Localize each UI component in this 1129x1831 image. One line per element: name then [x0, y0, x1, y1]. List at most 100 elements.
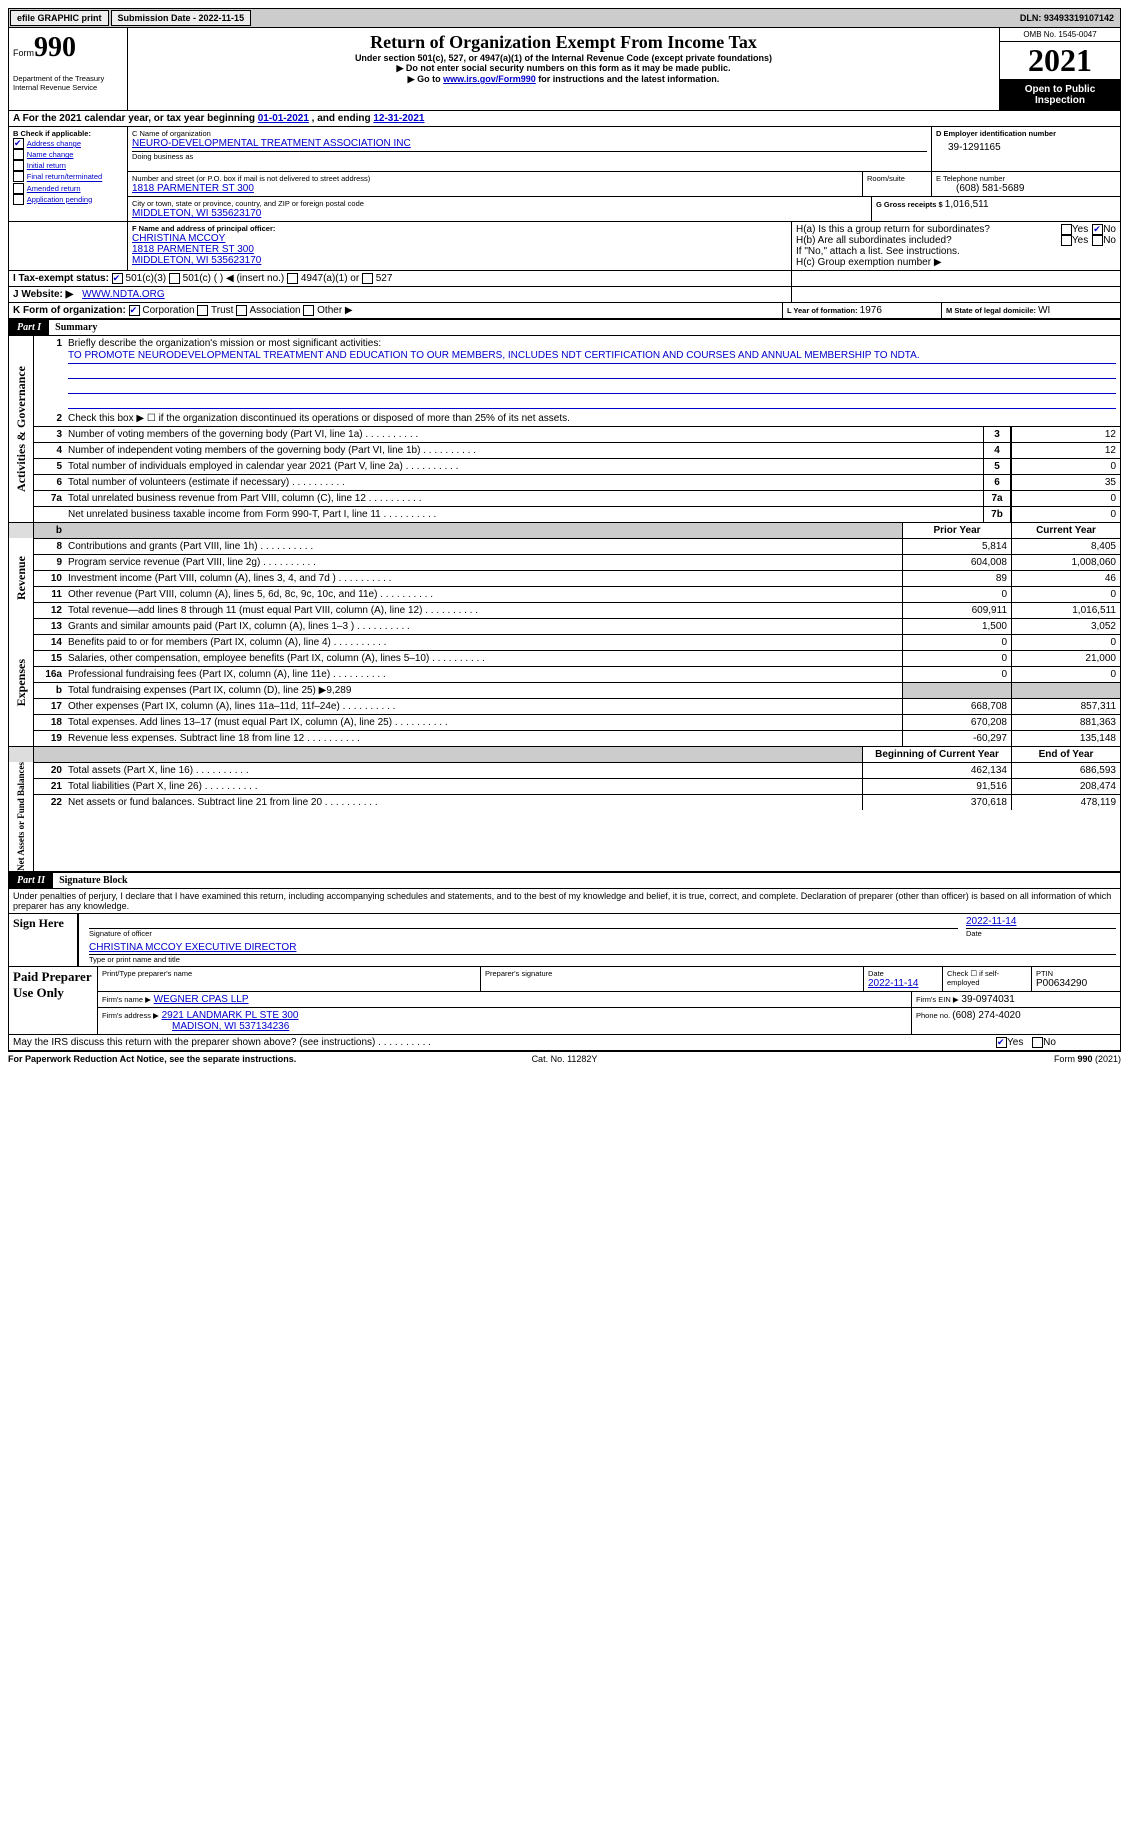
k-checkbox[interactable] — [303, 305, 314, 316]
firm-phone-label: Phone no. — [916, 1011, 952, 1020]
b-checkbox[interactable] — [13, 194, 24, 205]
exp-desc: Benefits paid to or for members (Part IX… — [68, 637, 331, 648]
prior-year-header: Prior Year — [902, 523, 1011, 538]
hc-label: H(c) Group exemption number ▶ — [796, 257, 1116, 268]
gov-desc: Number of independent voting members of … — [68, 445, 420, 456]
ha-label: H(a) Is this a group return for subordin… — [796, 224, 1061, 235]
gov-box: 4 — [983, 443, 1011, 458]
hb-yes: Yes — [1072, 235, 1088, 246]
i-opt-label: 527 — [376, 273, 393, 284]
note2-prefix: ▶ Go to — [408, 74, 443, 84]
exp-desc: Salaries, other compensation, employee b… — [68, 653, 429, 664]
hb-label: H(b) Are all subordinates included? — [796, 235, 1061, 246]
section-i-label: I Tax-exempt status: — [13, 273, 109, 284]
gov-desc: Total number of individuals employed in … — [68, 461, 403, 472]
b-checkbox[interactable] — [13, 149, 24, 160]
irs-link[interactable]: www.irs.gov/Form990 — [443, 74, 536, 84]
k-checkbox[interactable] — [236, 305, 247, 316]
open-public-badge: Open to Public Inspection — [1000, 80, 1120, 110]
officer-addr1: 1818 PARMENTER ST 300 — [132, 244, 787, 255]
dln-label: DLN: 93493319107142 — [1014, 11, 1120, 25]
side-activities: Activities & Governance — [9, 336, 34, 522]
section-l-label: L Year of formation: — [787, 306, 860, 315]
b-checkbox[interactable] — [13, 138, 24, 149]
officer-typed-label: Type or print name and title — [89, 955, 1116, 964]
gov-val: 0 — [1011, 507, 1120, 522]
rev-current: 8,405 — [1011, 539, 1120, 554]
footer-center: Cat. No. 11282Y — [379, 1054, 750, 1064]
phone-label: E Telephone number — [936, 174, 1116, 183]
dba-label: Doing business as — [132, 151, 927, 161]
submission-date-button[interactable]: Submission Date - 2022-11-15 — [111, 10, 252, 26]
k-opt-label: Corporation — [142, 305, 194, 316]
net-current: 478,119 — [1011, 795, 1120, 810]
gov-box: 6 — [983, 475, 1011, 490]
net-current: 208,474 — [1011, 779, 1120, 794]
b-item-label: Name change — [27, 150, 74, 159]
efile-print-button[interactable]: efile GRAPHIC print — [10, 10, 109, 26]
gov-desc: Number of voting members of the governin… — [68, 429, 363, 440]
firm-phone: (608) 274-4020 — [952, 1010, 1020, 1021]
pp-name-label: Print/Type preparer's name — [102, 969, 476, 978]
ha-yes-checkbox[interactable] — [1061, 224, 1072, 235]
exp-prior: 0 — [902, 651, 1011, 666]
sign-here-label: Sign Here — [9, 914, 78, 966]
net-desc: Total liabilities (Part X, line 26) — [68, 781, 202, 792]
b-item-label: Address change — [27, 139, 81, 148]
footer-left: For Paperwork Reduction Act Notice, see … — [8, 1054, 379, 1064]
form-note1: ▶ Do not enter social security numbers o… — [132, 63, 995, 74]
k-checkbox[interactable] — [129, 305, 140, 316]
exp-prior — [902, 683, 1011, 698]
i-checkbox[interactable] — [362, 273, 373, 284]
i-opt-label: 501(c)(3) — [126, 273, 167, 284]
discuss-yes-checkbox[interactable] — [996, 1037, 1007, 1048]
exp-desc: Other expenses (Part IX, column (A), lin… — [68, 701, 340, 712]
pp-self-label: Check ☐ if self-employed — [947, 969, 1027, 987]
exp-desc: Revenue less expenses. Subtract line 18 … — [68, 733, 304, 744]
phone-value: (608) 581-5689 — [936, 183, 1116, 194]
k-checkbox[interactable] — [197, 305, 208, 316]
boc-header: Beginning of Current Year — [862, 747, 1011, 762]
exp-current: 135,148 — [1011, 731, 1120, 746]
section-h: H(a) Is this a group return for subordin… — [792, 222, 1120, 270]
gov-box: 3 — [983, 427, 1011, 442]
rev-prior: 0 — [902, 587, 1011, 602]
i-checkbox[interactable] — [112, 273, 123, 284]
org-name: NEURO-DEVELOPMENTAL TREATMENT ASSOCIATIO… — [132, 138, 927, 149]
section-k-label: K Form of organization: — [13, 305, 126, 316]
period-label: A For the 2021 calendar year, or tax yea… — [13, 113, 258, 124]
firm-name: WEGNER CPAS LLP — [154, 994, 249, 1005]
ein-value: 39-1291165 — [936, 138, 1116, 153]
exp-current — [1011, 683, 1120, 698]
hb-no-checkbox[interactable] — [1092, 235, 1103, 246]
exp-desc: Professional fundraising fees (Part IX, … — [68, 669, 330, 680]
side-netassets: Net Assets or Fund Balances — [9, 762, 34, 871]
exp-current: 3,052 — [1011, 619, 1120, 634]
part1-tab: Part I — [9, 320, 49, 335]
b-checkbox[interactable] — [13, 183, 24, 194]
section-f: F Name and address of principal officer:… — [128, 222, 792, 270]
hb-yes-checkbox[interactable] — [1061, 235, 1072, 246]
section-e: E Telephone number (608) 581-5689 — [932, 172, 1120, 196]
i-checkbox[interactable] — [287, 273, 298, 284]
city-value: MIDDLETON, WI 535623170 — [132, 208, 867, 219]
ha-no-checkbox[interactable] — [1092, 224, 1103, 235]
b-checkbox[interactable] — [13, 160, 24, 171]
k-opt-label: Association — [249, 305, 300, 316]
exp-prior: 1,500 — [902, 619, 1011, 634]
website-value[interactable]: WWW.NDTA.ORG — [82, 289, 165, 300]
discuss-no-checkbox[interactable] — [1032, 1037, 1043, 1048]
exp-prior: 668,708 — [902, 699, 1011, 714]
sig-officer-label: Signature of officer — [89, 929, 958, 938]
period-begin: 01-01-2021 — [258, 113, 309, 124]
exp-prior: 670,208 — [902, 715, 1011, 730]
i-checkbox[interactable] — [169, 273, 180, 284]
room-label: Room/suite — [867, 174, 927, 183]
footer-right: Form 990 (2021) — [750, 1054, 1121, 1064]
exp-desc: Grants and similar amounts paid (Part IX… — [68, 621, 354, 632]
street-label: Number and street (or P.O. box if mail i… — [132, 174, 858, 183]
b-checkbox[interactable] — [13, 171, 24, 182]
paid-preparer-label: Paid Preparer Use Only — [9, 967, 98, 1034]
gross-label: G Gross receipts $ — [876, 200, 945, 209]
exp-prior: 0 — [902, 635, 1011, 650]
